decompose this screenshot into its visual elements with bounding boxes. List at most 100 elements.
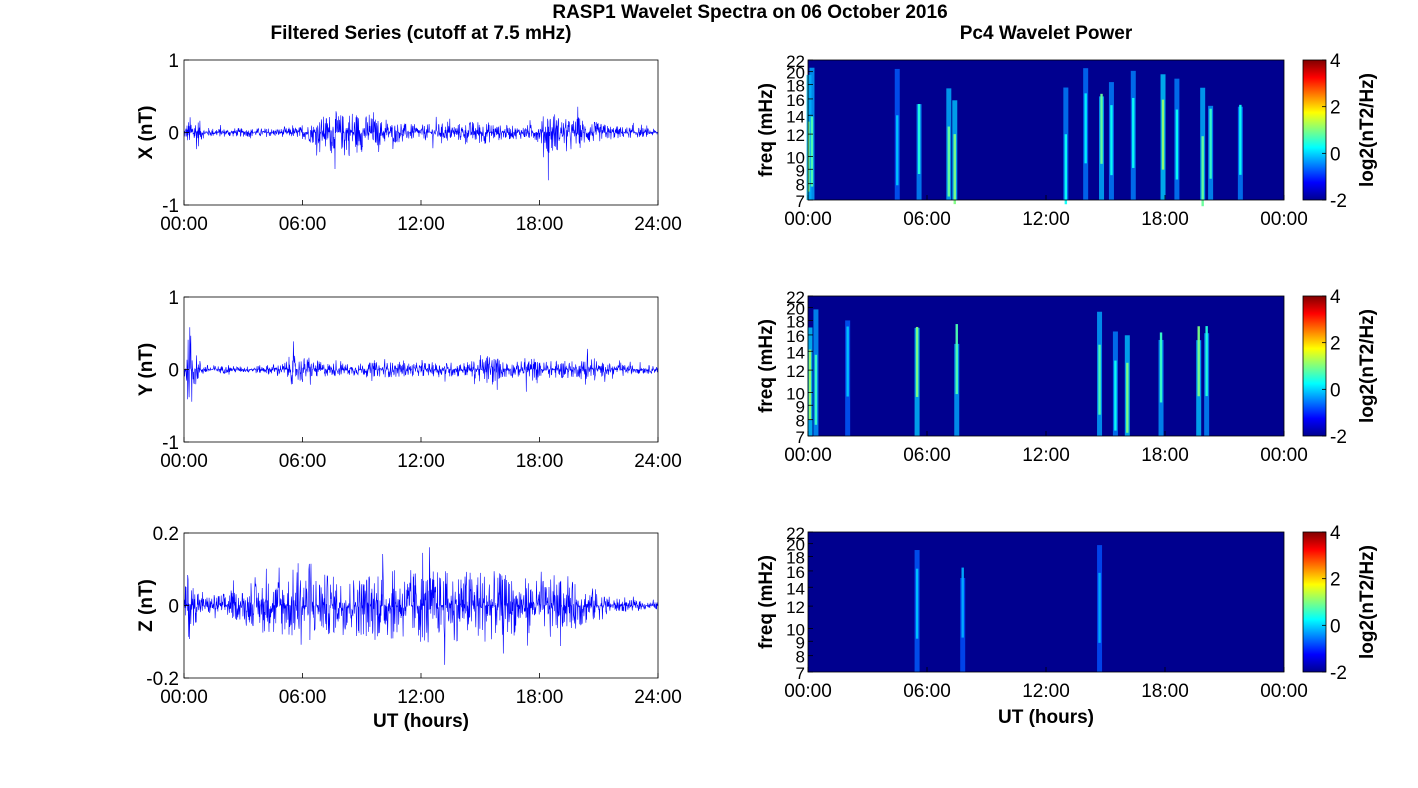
y-tick-label: 8	[796, 412, 805, 431]
colorbar-tick-label: 4	[1330, 523, 1341, 544]
y-tick-label: 0	[168, 361, 179, 382]
power-streak-core	[961, 567, 964, 638]
x-tick-label: 12:00	[397, 451, 445, 472]
x-tick-label: 12:00	[1022, 209, 1070, 230]
colorbar-tick-label: 2	[1330, 98, 1341, 119]
x-tick-label: 12:00	[397, 214, 445, 235]
power-streak-core	[1114, 360, 1117, 431]
x-tick-label: 06:00	[903, 681, 951, 702]
colorbar-tick-label: 0	[1330, 616, 1341, 637]
power-streak-core	[1100, 93, 1103, 164]
wavelet-panel-3: 00:00 06:00 12:00 18:00 00:00789101214161820…	[756, 523, 1378, 702]
y-tick-label: 20	[786, 536, 805, 555]
x-tick-label: 06:00	[903, 209, 951, 230]
power-streak-core	[947, 126, 951, 197]
power-streak-core	[1098, 572, 1101, 643]
power-streak-core	[1098, 344, 1101, 415]
y-tick-label: 20	[786, 300, 805, 319]
colorbar	[1302, 295, 1327, 437]
y-tick-label: 12	[786, 362, 805, 381]
colorbar-tick-label: -2	[1330, 427, 1347, 448]
x-tick-label: 00:00	[160, 214, 208, 235]
power-streak-core	[1209, 108, 1212, 179]
y-axis-label: freq (mHz)	[756, 555, 777, 649]
y-tick-label: 14	[786, 107, 805, 126]
y-tick-label: 22	[786, 52, 805, 71]
y-tick-label: 1	[168, 288, 179, 309]
power-streak-core	[953, 134, 956, 205]
power-streak-core	[896, 115, 899, 186]
x-tick-label: 00:00	[784, 209, 832, 230]
power-streak-core	[917, 104, 921, 175]
y-tick-label: 9	[796, 633, 805, 652]
colorbar-tick-label: -2	[1330, 663, 1347, 684]
y-axis-label: X (nT)	[136, 106, 157, 160]
series-panel-3: 00:00 06:00 12:00 18:00 24:00 -0.2 0 0.2 Z (nT)	[136, 524, 682, 708]
x-tick-label: 00:00	[1260, 209, 1308, 230]
wavelet-panel-2: 00:00 06:00 12:00 18:00 00:00789101214161820…	[756, 287, 1378, 466]
x-tick-label: 18:00	[516, 451, 564, 472]
x-tick-label: 00:00	[1260, 681, 1308, 702]
y-tick-label: 10	[786, 384, 805, 403]
y-tick-label: 16	[786, 327, 805, 346]
colorbar-label: log2(nT2/Hz)	[1357, 73, 1378, 187]
x-tick-label: 06:00	[903, 445, 951, 466]
colorbar	[1302, 531, 1327, 673]
power-streak-core	[814, 354, 818, 425]
right-column-title: Pc4 Wavelet Power	[960, 23, 1133, 44]
power-streak-core	[1175, 109, 1179, 180]
y-tick-label: 18	[786, 549, 805, 568]
y-tick-label: 7	[796, 428, 805, 447]
figure-title: RASP1 Wavelet Spectra on 06 October 2016	[552, 2, 947, 23]
x-tick-label: 00:00	[784, 445, 832, 466]
power-streak-core	[915, 326, 919, 397]
power-streak-core	[1197, 326, 1200, 397]
colorbar-tick-label: 4	[1330, 287, 1341, 308]
colorbar-label: log2(nT2/Hz)	[1357, 545, 1378, 659]
y-tick-label: 10	[786, 148, 805, 167]
y-tick-label: 8	[796, 648, 805, 667]
y-tick-label: 22	[786, 288, 805, 307]
colorbar-tick-label: 2	[1330, 570, 1341, 591]
y-tick-label: 20	[786, 64, 805, 83]
x-tick-label: 18:00	[1141, 445, 1189, 466]
power-streak-core	[1126, 362, 1129, 433]
y-axis-label: Y (nT)	[136, 343, 157, 396]
power-streak-core	[955, 324, 958, 395]
y-tick-label: -0.2	[146, 669, 179, 690]
x-tick-label: 06:00	[279, 451, 327, 472]
colorbar-tick-label: -2	[1330, 191, 1347, 212]
power-streak-core	[810, 116, 814, 187]
colorbar-tick-label: 2	[1330, 334, 1341, 355]
colorbar	[1302, 59, 1327, 201]
y-axis-label: Z (nT)	[136, 579, 157, 632]
power-streak-core	[808, 349, 812, 420]
left-x-axis-label: UT (hours)	[373, 711, 469, 732]
series-line	[183, 106, 659, 181]
y-tick-label: 10	[786, 620, 805, 639]
x-tick-label: 24:00	[634, 687, 682, 708]
y-tick-label: 14	[786, 579, 805, 598]
x-tick-label: 06:00	[279, 214, 327, 235]
x-tick-label: 18:00	[516, 214, 564, 235]
x-tick-label: 12:00	[1022, 681, 1070, 702]
y-tick-label: 7	[796, 664, 805, 683]
y-tick-label: 8	[796, 176, 805, 195]
x-tick-label: 18:00	[516, 687, 564, 708]
power-streak-core	[1132, 97, 1135, 168]
series-line	[183, 547, 659, 665]
x-tick-label: 06:00	[279, 687, 327, 708]
power-streak-core	[915, 568, 919, 639]
y-tick-label: 16	[786, 563, 805, 582]
x-tick-label: 00:00	[784, 681, 832, 702]
power-streak-core	[1201, 136, 1204, 207]
x-tick-label: 24:00	[634, 214, 682, 235]
series-line	[183, 327, 659, 402]
power-streak-core	[1239, 104, 1242, 175]
y-tick-label: 7	[796, 192, 805, 211]
y-tick-label: -1	[162, 196, 179, 217]
y-axis-label: freq (mHz)	[756, 319, 777, 413]
y-tick-label: 12	[786, 126, 805, 145]
y-tick-label: 0.2	[153, 524, 179, 545]
y-tick-label: 22	[786, 524, 805, 543]
